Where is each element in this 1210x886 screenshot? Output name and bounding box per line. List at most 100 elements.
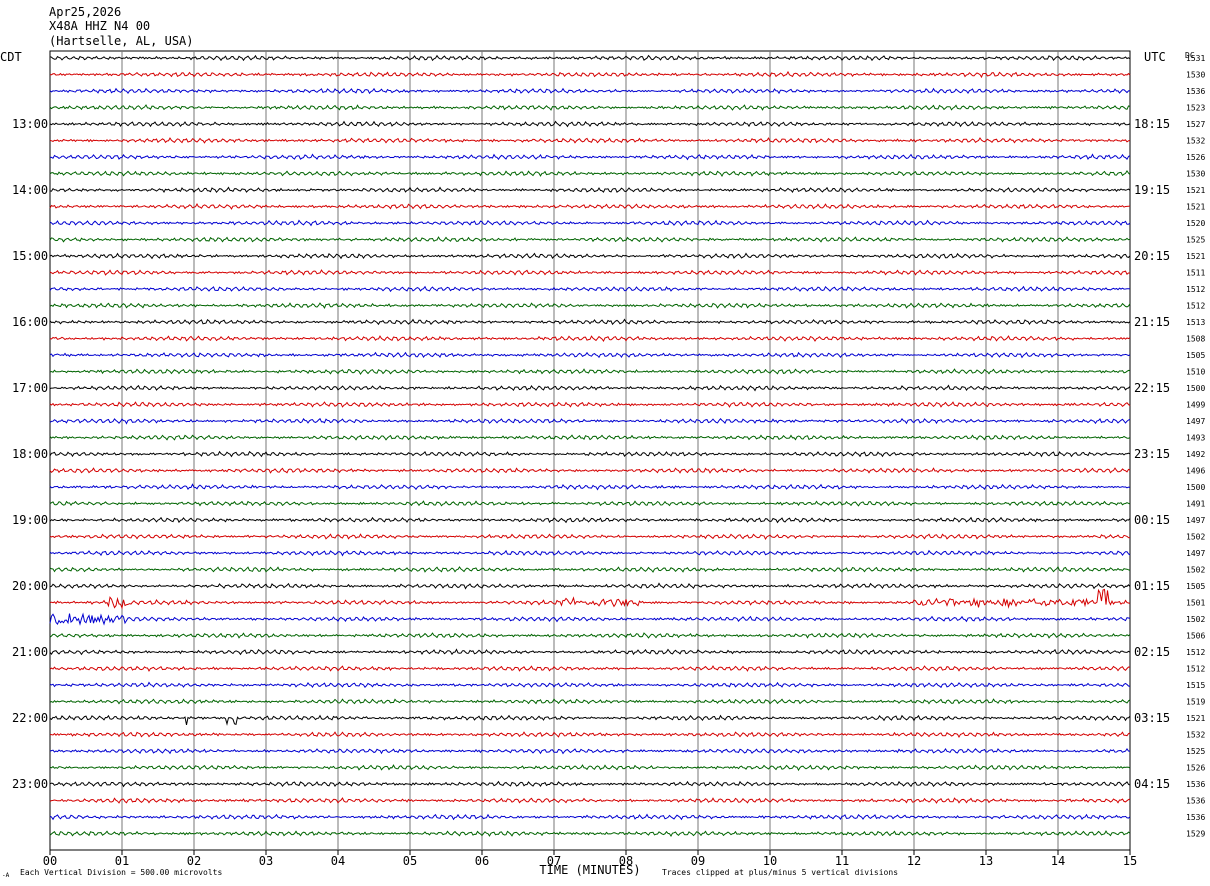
trace-line [49, 318, 1131, 326]
trace-line [49, 665, 1131, 672]
trace-line [49, 186, 1131, 194]
dc-offset-label: 1521 [1186, 252, 1205, 261]
trace-line [49, 648, 1131, 656]
dc-offset-label: 1532 [1186, 137, 1205, 146]
left-hour-label: 20:00 [12, 579, 48, 593]
dc-offset-label: 1521 [1186, 714, 1205, 723]
trace-line [49, 450, 1131, 458]
dc-offset-label: 1506 [1186, 632, 1205, 641]
dc-offset-label: 1500 [1186, 483, 1205, 492]
right-hour-label: 04:15 [1134, 777, 1170, 791]
location-label: (Hartselle, AL, USA) [49, 34, 194, 48]
x-tick-label: 05 [403, 854, 417, 868]
dc-offset-label: 1525 [1186, 747, 1205, 756]
dc-offset-label: 1529 [1186, 830, 1205, 839]
dc-offset-label: 1502 [1186, 533, 1205, 542]
trace-line [49, 384, 1131, 392]
trace-line [49, 401, 1131, 408]
dc-offset-label: 1492 [1186, 450, 1205, 459]
trace-line [49, 549, 1131, 557]
left-hour-label: 15:00 [12, 249, 48, 263]
right-hour-label: 21:15 [1134, 315, 1170, 329]
dc-offset-label: 1501 [1186, 599, 1205, 608]
trace-line [50, 731, 1131, 739]
left-hour-label: 22:00 [12, 711, 48, 725]
x-tick-label: 03 [259, 854, 273, 868]
left-hour-label: 17:00 [12, 381, 48, 395]
left-hour-label: 16:00 [12, 315, 48, 329]
trace-line [49, 780, 1131, 788]
dc-offset-label: 1510 [1186, 368, 1205, 377]
grid-lines [49, 50, 1131, 855]
trace-line [49, 566, 1131, 573]
dc-offset-label: 1536 [1186, 780, 1205, 789]
trace-line [49, 269, 1130, 276]
date-label: Apr25,2026 [49, 5, 121, 19]
dc-offset-label: 1536 [1186, 87, 1205, 96]
dc-offset-label: 1530 [1186, 170, 1205, 179]
dc-offset-label: 1512 [1186, 302, 1205, 311]
dc-offset-label: 1536 [1186, 813, 1205, 822]
trace-line [49, 747, 1131, 755]
right-hour-label: 23:15 [1134, 447, 1170, 461]
x-tick-label: 01 [115, 854, 129, 868]
left-hour-label: 19:00 [12, 513, 48, 527]
left-hour-label: 18:00 [12, 447, 48, 461]
dc-offset-label: 1526 [1186, 153, 1205, 162]
dc-offset-label: 1497 [1186, 549, 1205, 558]
label-group: 00 01 02 03 04 05 06 07 08 09 10 11 12 13 14 15 1531 1530… [12, 54, 1205, 868]
x-tick-label: 10 [763, 854, 777, 868]
left-hour-label: 14:00 [12, 183, 48, 197]
plot-frame [49, 50, 1131, 851]
trace-line [49, 137, 1131, 144]
trace-line [49, 533, 1131, 541]
dc-offset-label: 1496 [1186, 467, 1205, 476]
right-timezone-label: UTC [1144, 50, 1166, 64]
dc-offset-label: 1536 [1186, 797, 1205, 806]
trace-line [49, 54, 1131, 62]
x-tick-label: 15 [1123, 854, 1137, 868]
x-tick-label: 12 [907, 854, 921, 868]
trace-line [49, 797, 1131, 804]
left-timezone-label: CDT [0, 50, 22, 64]
dc-offset-label: 1532 [1186, 731, 1205, 740]
trace-line [49, 169, 1131, 177]
dc-offset-label: 1515 [1186, 681, 1205, 690]
trace-line [49, 698, 1131, 705]
trace-line [49, 335, 1131, 342]
dc-offset-label: 1527 [1186, 120, 1205, 129]
trace-line [49, 714, 1131, 726]
x-tick-label: 13 [979, 854, 993, 868]
right-hour-label: 19:15 [1134, 183, 1170, 197]
right-hour-label: 01:15 [1134, 579, 1170, 593]
trace-line [49, 588, 1131, 610]
dc-offset-label: 1523 [1186, 104, 1205, 113]
dc-offset-label: 1521 [1186, 203, 1205, 212]
trace-line [49, 120, 1131, 128]
trace-line [49, 202, 1131, 210]
trace-line [49, 434, 1131, 441]
trace-line [49, 483, 1131, 491]
x-tick-label: 11 [835, 854, 849, 868]
corner-mark: -A [2, 872, 10, 879]
dc-offset-label: 1513 [1186, 318, 1205, 327]
trace-line [49, 351, 1131, 359]
dc-offset-label: 1512 [1186, 285, 1205, 294]
clip-note: Traces clipped at plus/minus 5 vertical … [662, 868, 898, 877]
trace-line [49, 582, 1131, 590]
trace-line [49, 153, 1131, 161]
dc-offset-label: 1500 [1186, 384, 1205, 393]
dc-offset-label: 1519 [1186, 698, 1205, 707]
right-hour-label: 00:15 [1134, 513, 1170, 527]
trace-line [49, 87, 1131, 95]
dc-offset-label: 1508 [1186, 335, 1205, 344]
dc-column-label: DC [1185, 51, 1195, 60]
dc-offset-label: 1502 [1186, 615, 1205, 624]
left-hour-label: 21:00 [12, 645, 48, 659]
dc-offset-label: 1497 [1186, 417, 1205, 426]
station-label: X48A HHZ N4 00 [49, 19, 150, 33]
x-axis-title: TIME (MINUTES) [539, 863, 640, 877]
trace-line [49, 632, 1131, 639]
dc-offset-label: 1499 [1186, 401, 1205, 410]
trace-group [49, 54, 1131, 837]
